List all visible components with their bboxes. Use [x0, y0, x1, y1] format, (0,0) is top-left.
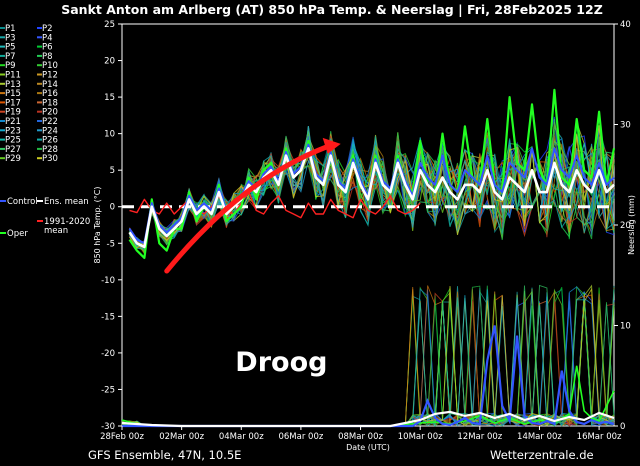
droog-annotation: Droog	[235, 347, 327, 378]
y-axis-ticks: 25 20 15 10 5 0 -5 -10 -15 -20 -25 -30	[101, 20, 122, 432]
y-tick-label: -20	[101, 349, 115, 359]
legend-label: P14	[42, 80, 58, 90]
legend-label: P21	[5, 117, 21, 127]
legend-label: Ens. mean	[44, 197, 89, 207]
y-tick-label: 10	[104, 130, 115, 140]
legend-label: P13	[5, 80, 21, 90]
series-line-1991-2020-mean	[129, 191, 421, 219]
x-tick-label: 04Mar 00z	[219, 432, 264, 442]
x-axis-ticks: 28Feb 00z 02Mar 00z 04Mar 00z 06Mar 00z 08Ma…	[100, 426, 622, 442]
arrow-head	[322, 137, 341, 154]
y-tick-label: -30	[101, 422, 115, 432]
y2-axis-label: Neerslag (mm)	[627, 195, 636, 255]
precipitation-lines	[121, 284, 615, 428]
legend-label: P20	[42, 108, 58, 118]
legend-label: P17	[5, 98, 21, 108]
y-tick-label: -15	[101, 312, 115, 322]
legend-label: P9	[5, 61, 16, 71]
x-tick-label: 28Feb 00z	[100, 432, 144, 442]
legend-label: P25	[5, 136, 21, 146]
legend-label: 1991-2020 mean	[44, 217, 90, 236]
x-tick-label: 02Mar 00z	[159, 432, 204, 442]
y-tick-label: 20	[104, 57, 115, 67]
legend-label: P6	[42, 43, 53, 53]
legend-label: P23	[5, 126, 21, 136]
legend-label: P7	[5, 52, 16, 62]
legend-label: P27	[5, 145, 21, 155]
footer-source: GFS Ensemble, 47N, 10.5E	[88, 448, 241, 462]
y-tick-label: -25	[101, 385, 115, 395]
x-tick-label: 10Mar 00z	[398, 432, 443, 442]
legend-label: P3	[5, 33, 16, 43]
legend-label: P5	[5, 43, 16, 53]
y-tick-label: 0	[110, 203, 115, 213]
y-tick-label: 25	[104, 20, 115, 30]
legend-label: P22	[42, 117, 58, 127]
legend-label: P24	[42, 126, 58, 136]
x-tick-label: 12Mar 00z	[457, 432, 502, 442]
footer-site: Wetterzentrale.de	[490, 448, 594, 462]
y-tick-label: 5	[110, 166, 115, 176]
y2-axis-ticks: 40 30 20 10 0	[614, 20, 631, 432]
legend-label: Oper	[7, 229, 28, 239]
legend-label: Control	[7, 197, 38, 207]
legend-label: P15	[5, 89, 21, 99]
y-tick-label: -10	[101, 276, 115, 286]
legend-label: P19	[5, 108, 21, 118]
x-tick-label: 08Mar 00z	[338, 432, 383, 442]
legend-label: P18	[42, 98, 58, 108]
legend-label: P28	[42, 145, 58, 155]
legend-label: P29	[5, 154, 21, 164]
y2-tick-label: 10	[620, 322, 631, 332]
chart-title: Sankt Anton am Arlberg (AT) 850 hPa Temp…	[61, 2, 603, 17]
legend-label: P16	[42, 89, 58, 99]
legend-label: P8	[42, 52, 53, 62]
trend-arrow-annotation	[164, 137, 341, 274]
legend-label: P2	[42, 24, 53, 34]
y-axis-label: 850 hPa Temp. (°C)	[93, 186, 102, 263]
precip-ens-mean-line	[121, 410, 615, 428]
legend-label: P26	[42, 136, 58, 146]
legend-label: P10	[42, 61, 58, 71]
highlighted-series	[128, 88, 616, 259]
x-axis-label: Date (UTC)	[346, 443, 390, 452]
y2-tick-label: 30	[620, 121, 631, 131]
legend-label: P1	[5, 24, 16, 34]
precip-control-line	[122, 325, 615, 428]
legend-label: P30	[42, 154, 58, 164]
y2-tick-label: 20	[620, 221, 631, 231]
y-tick-label: -5	[107, 239, 115, 249]
arrow-shaft	[164, 144, 330, 274]
legend-label: P11	[5, 71, 21, 81]
y2-tick-label: 0	[620, 422, 625, 432]
y-tick-label: 15	[104, 93, 115, 103]
x-tick-label: 06Mar 00z	[278, 432, 323, 442]
legend-label: P12	[42, 71, 58, 81]
series-line-ens-mean	[128, 147, 615, 249]
legend-label: P4	[42, 33, 53, 43]
x-tick-label: 14Mar 00z	[517, 432, 562, 442]
x-tick-label: 16Mar 00z	[577, 432, 622, 442]
y2-tick-label: 40	[620, 20, 631, 30]
